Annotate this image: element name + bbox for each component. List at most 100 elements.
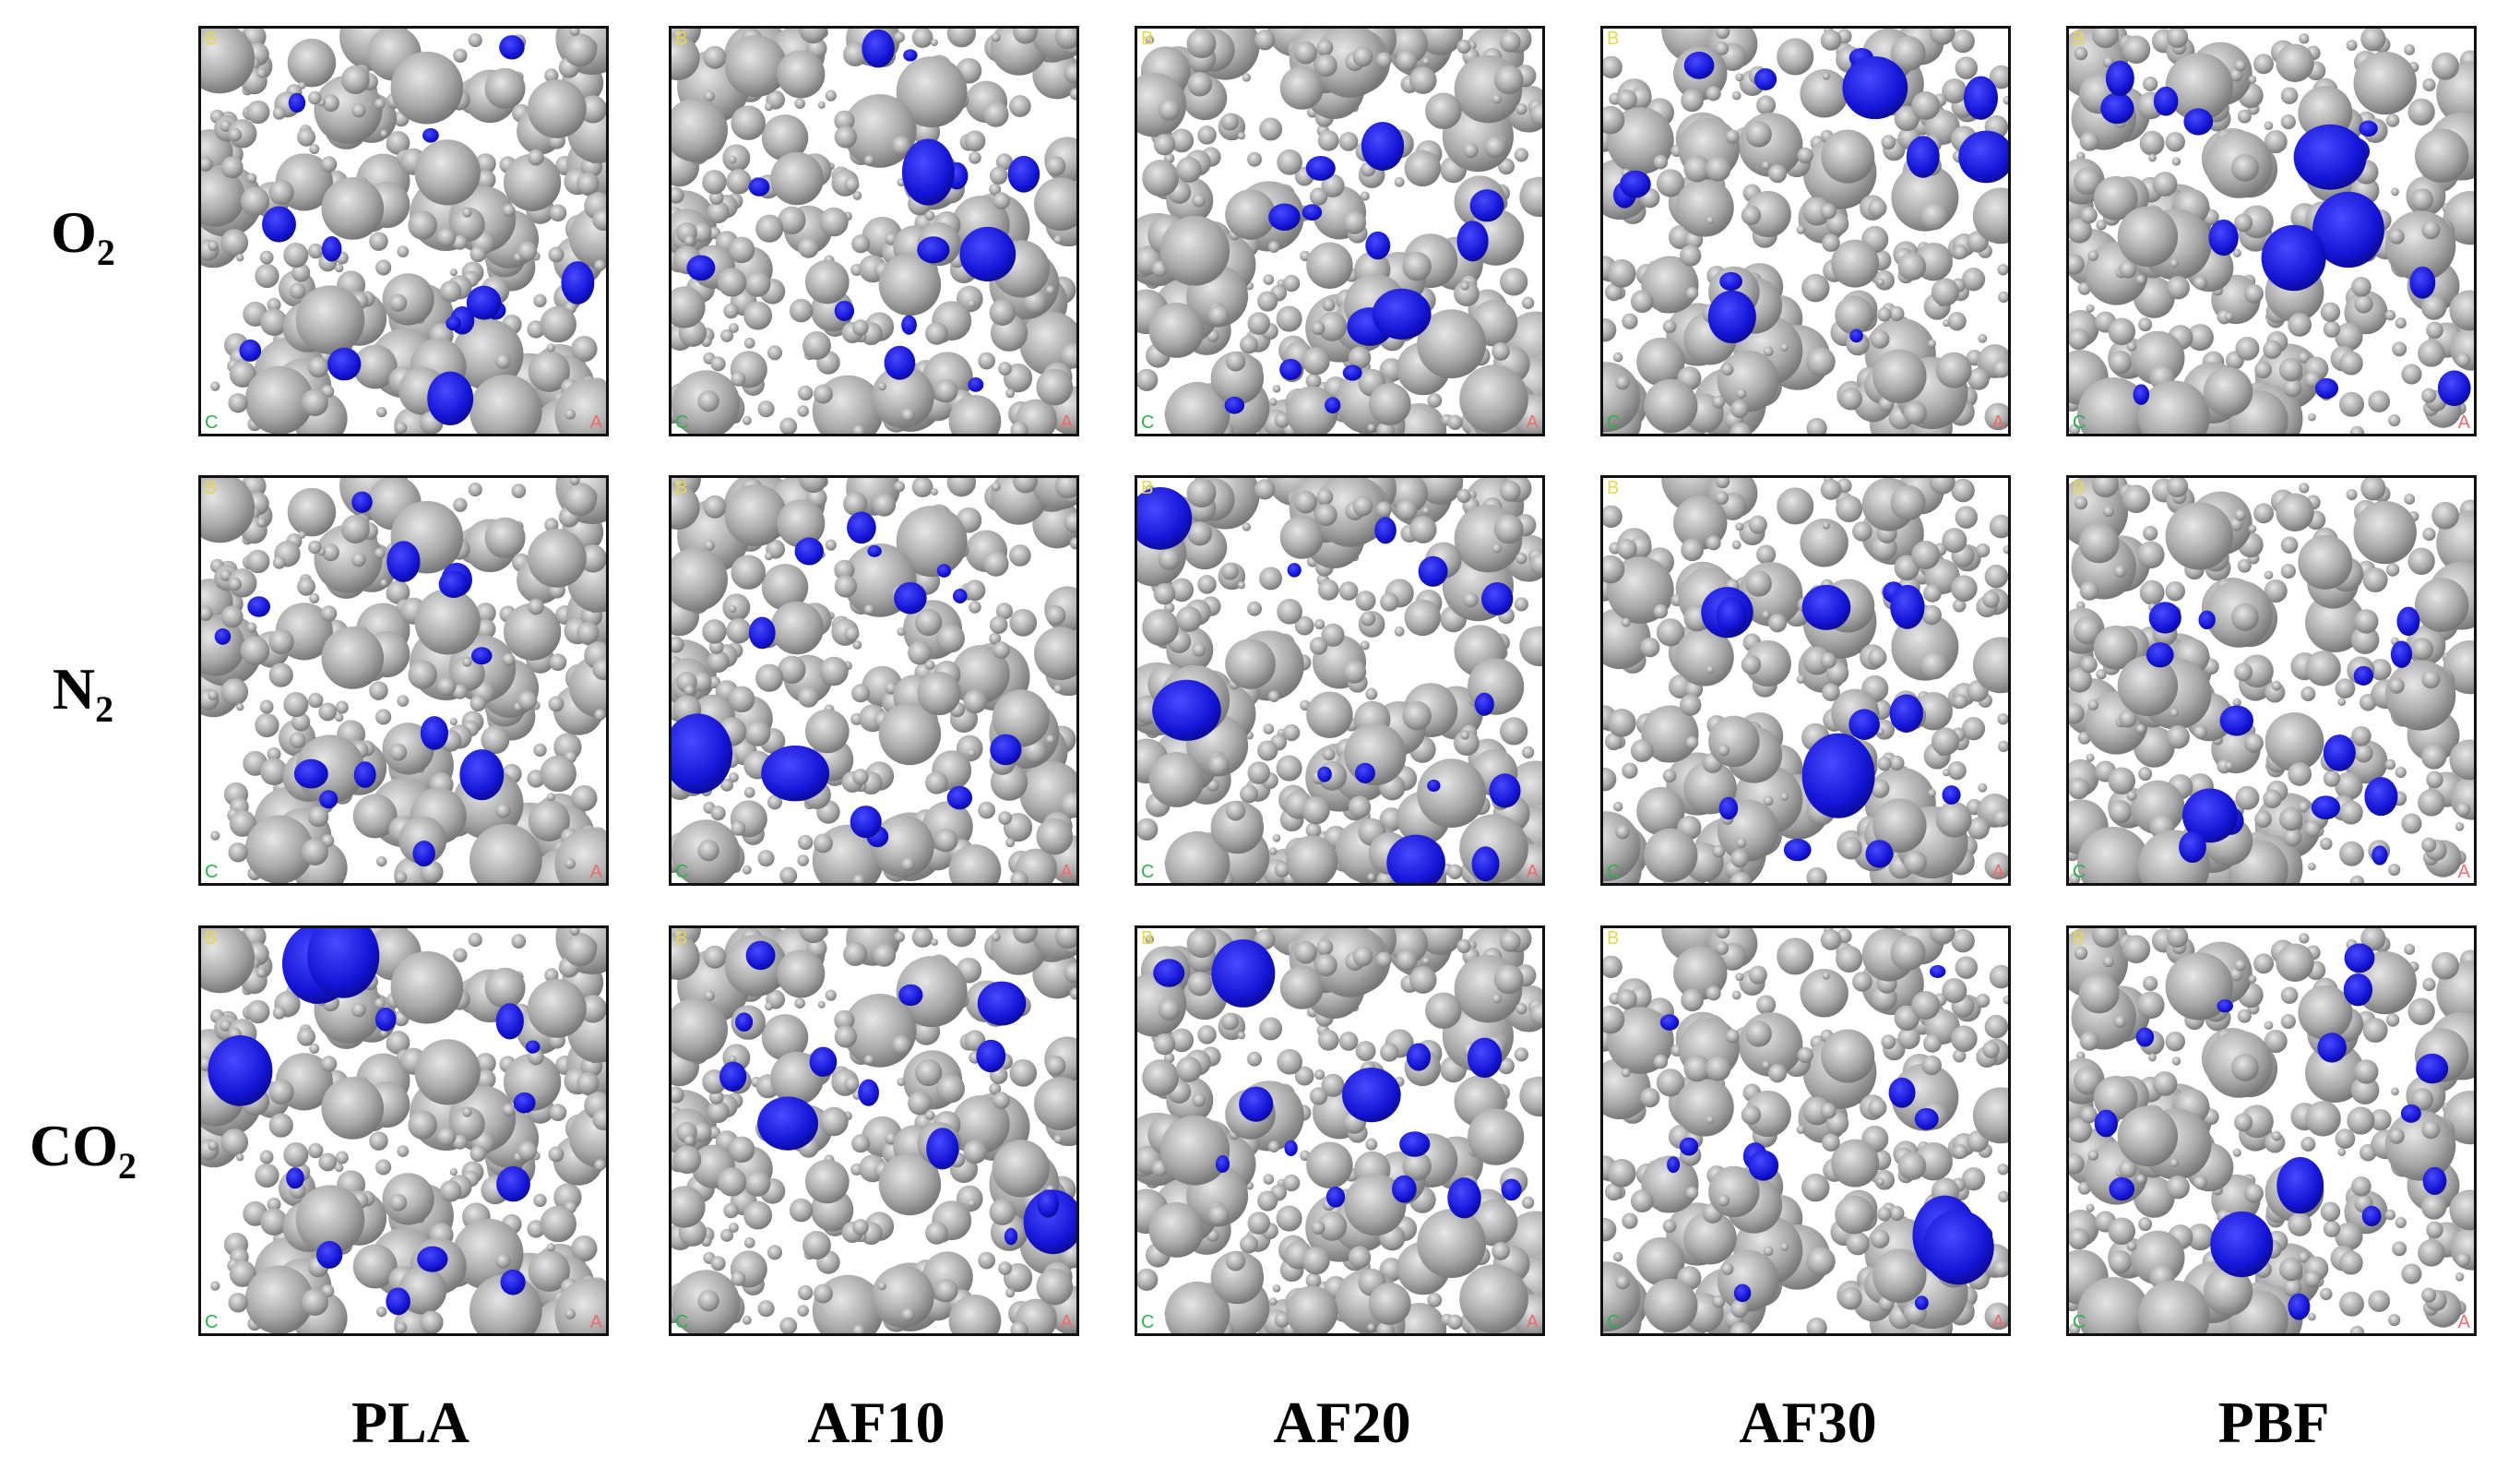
- adsorbate-blobs: [1701, 581, 1961, 868]
- axis-label-c: C: [205, 862, 219, 882]
- isosurface-panel-af20-co2: B C A: [1135, 925, 1545, 1336]
- column-label-af30: AF30: [1739, 1390, 1877, 1455]
- axis-label-a: A: [1991, 1312, 2004, 1332]
- axis-label-a: A: [1060, 1312, 1073, 1332]
- framework-surface: [1603, 478, 2008, 883]
- axis-label-a: A: [589, 862, 602, 882]
- isosurface-render: [1603, 928, 2008, 1333]
- axis-label-b: B: [675, 478, 688, 498]
- adsorbate-blobs: [2146, 602, 2420, 865]
- framework-surface: [1137, 29, 1542, 434]
- axis-label-c: C: [1607, 862, 1621, 882]
- axis-label-a: A: [2457, 412, 2470, 433]
- isosurface-render: [672, 478, 1076, 883]
- axis-label-b: B: [2073, 478, 2086, 498]
- framework-surface: [201, 478, 606, 883]
- isosurface-panel-pla-o2: B C A: [198, 26, 609, 436]
- axis-label-c: C: [1141, 1312, 1155, 1332]
- adsorbate-blobs: [214, 491, 505, 867]
- axis-label-c: C: [2073, 862, 2086, 882]
- isosurface-panel-af10-n2: B C A: [669, 475, 1079, 886]
- axis-label-c: C: [205, 1312, 219, 1332]
- isosurface-panel-af10-co2: B C A: [669, 925, 1079, 1336]
- isosurface-panel-pla-co2: B C A: [198, 925, 609, 1336]
- framework-surface: [2069, 928, 2474, 1333]
- isosurface-panel-pbf-n2: B C A: [2066, 475, 2477, 886]
- isosurface-panel-pbf-o2: B C A: [2066, 26, 2477, 436]
- isosurface-render: [201, 29, 606, 434]
- isosurface-panel-af30-o2: B C A: [1600, 26, 2011, 436]
- axis-label-c: C: [205, 412, 219, 433]
- axis-label-b: B: [1607, 928, 1620, 949]
- isosurface-render: [1137, 928, 1542, 1333]
- column-label-pbf: PBF: [2217, 1390, 2330, 1455]
- axis-label-c: C: [1141, 412, 1155, 433]
- isosurface-render: [1603, 478, 2008, 883]
- axis-label-b: B: [675, 928, 688, 949]
- isosurface-render: [2069, 478, 2474, 883]
- framework-surface: [201, 29, 606, 434]
- adsorbate-blobs: [208, 928, 541, 1316]
- axis-label-b: B: [205, 478, 218, 498]
- axis-label-b: B: [1141, 478, 1154, 498]
- axis-label-b: B: [2073, 29, 2086, 49]
- isosurface-render: [201, 478, 606, 883]
- axis-label-c: C: [675, 412, 689, 433]
- axis-label-a: A: [1991, 862, 2004, 882]
- isosurface-render: [2069, 928, 2474, 1333]
- axis-label-a: A: [1060, 412, 1073, 433]
- adsorbate-blobs: [1659, 965, 1994, 1310]
- row-label-n2: N2: [52, 656, 114, 730]
- axis-label-c: C: [2073, 412, 2086, 433]
- axis-label-a: A: [589, 1312, 602, 1332]
- axis-label-a: A: [1526, 412, 1539, 433]
- axis-label-b: B: [1607, 29, 1620, 49]
- isosurface-panel-pbf-co2: B C A: [2066, 925, 2477, 1336]
- axis-label-a: A: [2457, 1312, 2470, 1332]
- row-label-co2: CO2: [30, 1113, 137, 1187]
- axis-label-a: A: [1991, 412, 2004, 433]
- axis-label-a: A: [1060, 862, 1073, 882]
- adsorbate-blobs: [2100, 60, 2471, 407]
- framework-surface: [201, 928, 606, 1333]
- axis-label-c: C: [2073, 1312, 2086, 1332]
- column-label-pla: PLA: [351, 1390, 470, 1455]
- isosurface-render: [1137, 29, 1542, 434]
- axis-label-c: C: [675, 862, 689, 882]
- adsorbate-blobs: [2094, 943, 2449, 1320]
- isosurface-panel-af20-n2: B C A: [1135, 475, 1545, 886]
- framework-surface: [1603, 928, 2008, 1333]
- isosurface-render: [1603, 29, 2008, 434]
- axis-label-c: C: [1607, 412, 1621, 433]
- framework-surface: [1137, 928, 1542, 1333]
- framework-surface: [2069, 478, 2474, 883]
- adsorbate-blobs: [1224, 122, 1504, 414]
- framework-surface: [1603, 29, 2008, 434]
- adsorbate-blobs: [1612, 47, 2008, 344]
- framework-surface: [672, 29, 1076, 434]
- axis-label-b: B: [675, 29, 688, 49]
- adsorbate-blobs: [672, 511, 1022, 848]
- axis-label-a: A: [2457, 862, 2470, 882]
- axis-label-b: B: [1141, 29, 1154, 49]
- isosurface-render: [2069, 29, 2474, 434]
- axis-label-a: A: [1526, 1312, 1539, 1332]
- isosurface-render: [201, 928, 606, 1333]
- column-label-af10: AF10: [807, 1390, 945, 1455]
- isosurface-render: [672, 29, 1076, 434]
- adsorbate-blobs: [719, 940, 1076, 1255]
- isosurface-render: [672, 928, 1076, 1333]
- framework-surface: [1137, 478, 1542, 883]
- isosurface-panel-af30-n2: B C A: [1600, 475, 2011, 886]
- axis-label-b: B: [2073, 928, 2086, 949]
- adsorbate-blobs: [239, 35, 595, 425]
- axis-label-b: B: [205, 29, 218, 49]
- row-label-o2: O2: [51, 199, 115, 273]
- isosurface-panel-pla-n2: B C A: [198, 475, 609, 886]
- column-label-af20: AF20: [1273, 1390, 1411, 1455]
- axis-label-a: A: [1526, 862, 1539, 882]
- adsorbate-blobs: [1153, 939, 1522, 1219]
- isosurface-panel-af10-o2: B C A: [669, 26, 1079, 436]
- axis-label-b: B: [1607, 478, 1620, 498]
- isosurface-panel-af30-co2: B C A: [1600, 925, 2011, 1336]
